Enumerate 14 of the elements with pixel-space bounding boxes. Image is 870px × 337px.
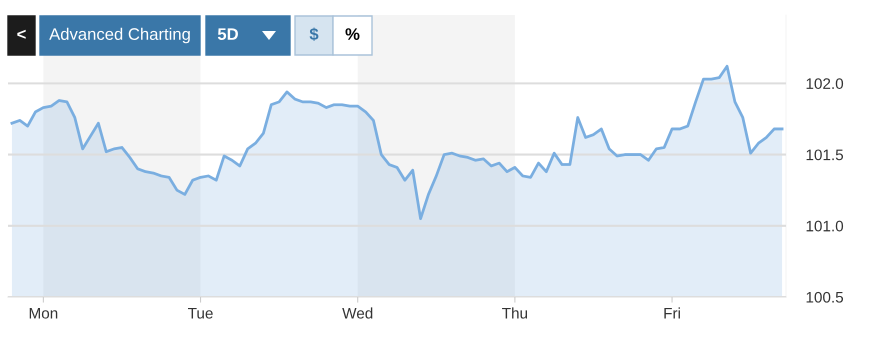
- y-tick-label: 101.0: [806, 220, 844, 232]
- y-tick-label: 102.0: [806, 78, 844, 90]
- annotation: <: [17, 30, 26, 39]
- y-tick-label: 101.5: [806, 149, 844, 160]
- annotation: $: [310, 27, 318, 42]
- x-tick-label: Thu: [502, 307, 528, 319]
- y-tick-label: 100.5: [806, 292, 844, 303]
- annotation: %: [346, 28, 360, 40]
- x-tick-label: Wed: [342, 307, 372, 319]
- x-tick-label: Tue: [188, 308, 213, 319]
- x-tick-label: Fri: [664, 307, 680, 318]
- annotation: 5D: [218, 28, 238, 40]
- annotation: Advanced Charting: [49, 28, 190, 44]
- x-tick-label: Mon: [30, 308, 58, 319]
